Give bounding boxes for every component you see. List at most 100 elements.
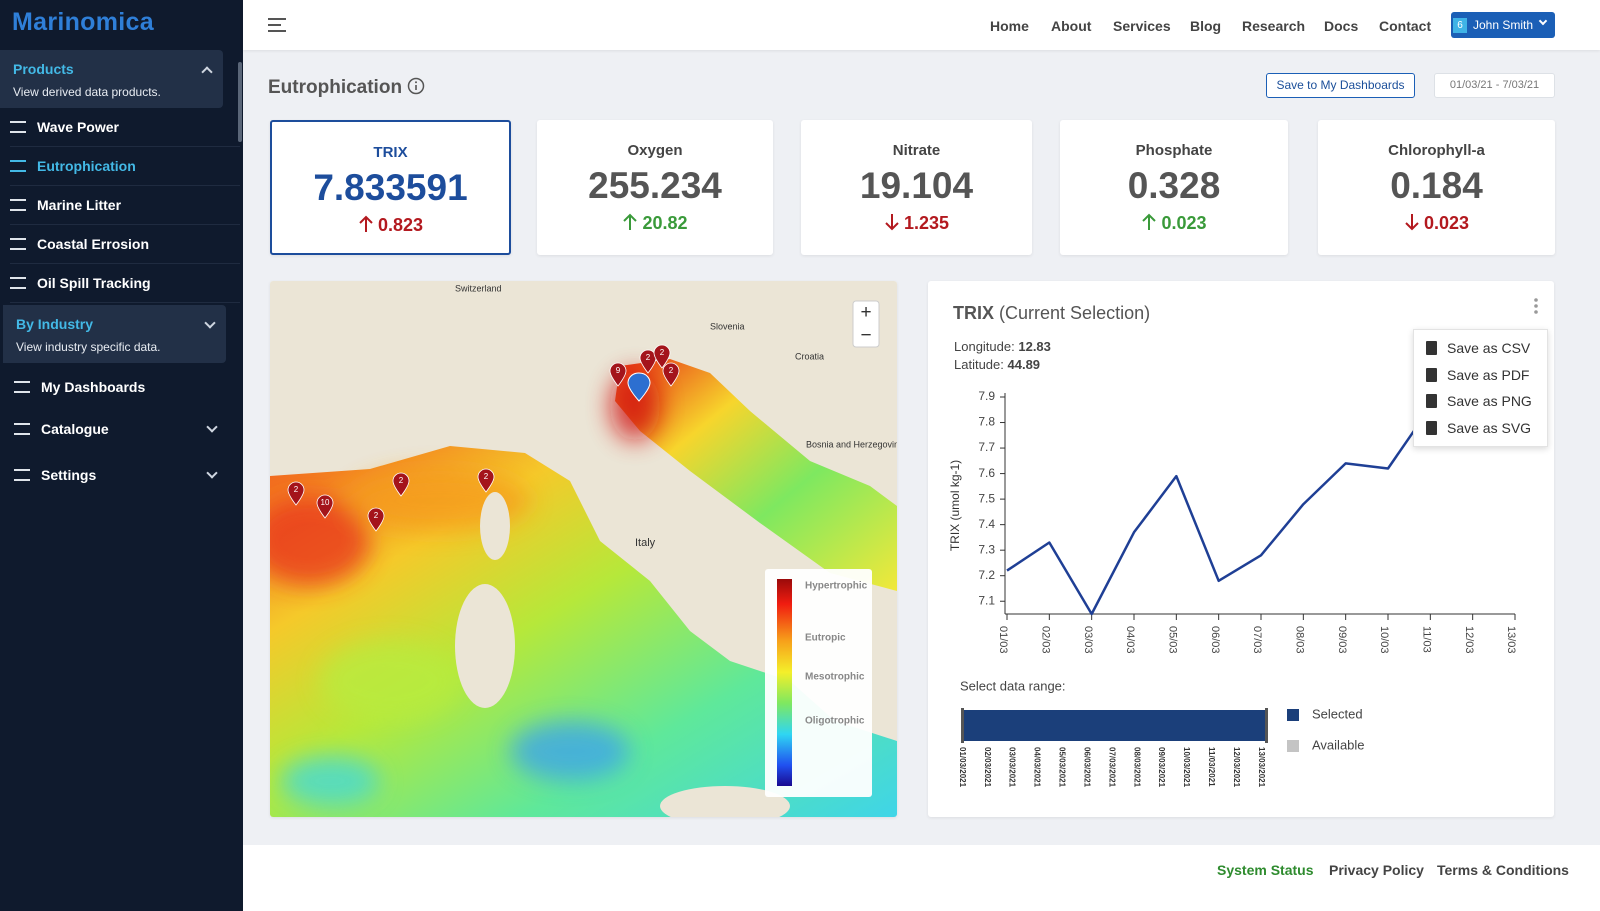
range-date: 10/03/2021 — [1182, 747, 1191, 788]
kpi-card[interactable]: TRIX7.8335910.823 — [270, 120, 511, 255]
nav-link[interactable]: Services — [1113, 18, 1171, 34]
marker-count: 2 — [660, 348, 665, 357]
legend-label: Oligotrophic — [805, 716, 865, 727]
arrow — [360, 217, 372, 232]
item-label: Catalogue — [41, 421, 109, 437]
zoom-in[interactable]: + — [860, 302, 871, 323]
footer: System Status Privacy Policy Terms & Condi… — [243, 845, 1600, 911]
kpi-name: Phosphate — [1060, 142, 1288, 159]
footer-link[interactable]: Terms & Conditions — [1437, 862, 1569, 878]
kpi-card[interactable]: Oxygen255.23420.82 — [537, 120, 773, 255]
range-date: 07/03/2021 — [1107, 747, 1116, 788]
icon — [14, 469, 30, 481]
marker-count: 2 — [374, 511, 379, 520]
kpi-delta: 1.235 — [801, 213, 1032, 234]
range-date: 03/03/2021 — [1008, 747, 1017, 788]
export-menu: Save as CSV Save as PDF Save as PNG Save as… — [1413, 329, 1548, 447]
nav-item[interactable]: My Dashboards — [14, 367, 244, 406]
delta-value: 0.023 — [1161, 213, 1206, 233]
footer-link[interactable]: System Status — [1217, 862, 1313, 878]
trend-arrow — [358, 215, 374, 233]
nav-item[interactable]: Settings — [14, 455, 244, 494]
sidebar: Marinomica Products View derived data pr… — [0, 0, 243, 911]
menu-label: Save as SVG — [1447, 420, 1531, 436]
island — [480, 492, 510, 560]
footer-link[interactable]: Privacy Policy — [1329, 862, 1424, 878]
x-tick-label: 02/03 — [1039, 626, 1051, 654]
date-range[interactable]: 01/03/21 - 7/03/21 — [1434, 73, 1555, 98]
map[interactable]: SwitzerlandSloveniaCroatiaItalyBosnia an… — [270, 281, 897, 817]
notification-badge: 6 — [1453, 18, 1467, 33]
chevron — [206, 467, 217, 478]
range-date: 09/03/2021 — [1157, 747, 1166, 788]
x-tick-label: 09/03 — [1336, 626, 1348, 654]
trend-arrow — [1404, 213, 1420, 231]
icon — [10, 238, 26, 250]
menu-label: Save as CSV — [1447, 340, 1530, 356]
x-tick-label: 06/03 — [1209, 626, 1221, 654]
menu-toggle[interactable] — [268, 18, 286, 32]
nav-link[interactable]: Blog — [1190, 18, 1221, 34]
kpi-card[interactable]: Phosphate0.3280.023 — [1060, 120, 1288, 255]
delta-value: 20.82 — [642, 213, 687, 233]
map-card: SwitzerlandSloveniaCroatiaItalyBosnia an… — [270, 281, 897, 817]
menu-item[interactable]: Save as SVG — [1426, 420, 1531, 436]
nav-link[interactable]: About — [1051, 18, 1091, 34]
nav-link[interactable]: Home — [990, 18, 1029, 34]
range-handle[interactable] — [961, 708, 964, 743]
nav-item[interactable]: Eutrophication — [10, 147, 240, 186]
save-dashboard-button[interactable]: Save to My Dashboards — [1266, 73, 1415, 98]
menu-item[interactable]: Save as PNG — [1426, 393, 1532, 409]
x-tick-label: 12/03 — [1463, 626, 1475, 654]
range-date: 06/03/2021 — [1082, 747, 1091, 788]
place-label: Switzerland — [455, 283, 502, 293]
chevron — [204, 317, 215, 328]
legend-label: Mesotrophic — [805, 672, 865, 683]
kpi-delta: 0.023 — [1318, 213, 1555, 234]
marker-count: 2 — [484, 472, 489, 481]
kpi-delta: 20.82 — [537, 213, 773, 234]
zoom-out[interactable]: − — [860, 325, 871, 346]
info-icon[interactable] — [407, 77, 425, 95]
nav-item[interactable]: Oil Spill Tracking — [10, 264, 240, 303]
user-menu[interactable]: 6 John Smith — [1451, 12, 1555, 38]
kpi-value: 7.833591 — [272, 167, 509, 209]
x-tick-label: 08/03 — [1293, 626, 1305, 654]
kpi-card[interactable]: Chlorophyll-a0.1840.023 — [1318, 120, 1555, 255]
legend-label: Selected — [1312, 706, 1363, 721]
kpi-card[interactable]: Nitrate19.1041.235 — [801, 120, 1032, 255]
x-tick-label: 10/03 — [1378, 626, 1390, 654]
legend-swatch — [1287, 709, 1299, 721]
top-bar: 6 John Smith Home About Services Blog Resear… — [243, 0, 1600, 50]
range-label: Select data range: — [960, 678, 1066, 693]
marker-count: 10 — [321, 498, 330, 507]
chevron — [206, 421, 217, 432]
range-handle[interactable] — [1265, 708, 1268, 743]
chart-menu-button[interactable] — [1531, 297, 1541, 317]
nav-link[interactable]: Research — [1242, 18, 1305, 34]
group-title: By Industry — [16, 316, 93, 332]
nav-link[interactable]: Contact — [1379, 18, 1431, 34]
y-tick-label: 7.2 — [978, 568, 995, 582]
nav-item[interactable]: Wave Power — [10, 108, 240, 147]
trend-arrow — [622, 213, 638, 231]
trend-arrow — [1141, 213, 1157, 231]
nav-item[interactable]: Catalogue — [14, 409, 244, 448]
range-selected[interactable] — [962, 710, 1268, 741]
item-label: Oil Spill Tracking — [37, 275, 151, 291]
nav-item[interactable]: Marine Litter — [10, 186, 240, 225]
item-label: Wave Power — [37, 119, 119, 135]
x-tick-label: 04/03 — [1124, 626, 1136, 654]
industry-group[interactable]: By Industry View industry specific data. — [3, 305, 226, 363]
nav-item[interactable]: Coastal Errosion — [10, 225, 240, 264]
kpi-delta: 0.023 — [1060, 213, 1288, 234]
products-group[interactable]: Products View derived data products. — [0, 50, 223, 108]
icon — [10, 199, 26, 211]
brand[interactable]: Marinomica — [12, 8, 154, 37]
menu-item[interactable]: Save as CSV — [1426, 340, 1530, 356]
range-date: 05/03/2021 — [1058, 747, 1067, 788]
menu-item[interactable]: Save as PDF — [1426, 367, 1529, 383]
nav-link[interactable]: Docs — [1324, 18, 1358, 34]
arrow — [1406, 214, 1418, 229]
